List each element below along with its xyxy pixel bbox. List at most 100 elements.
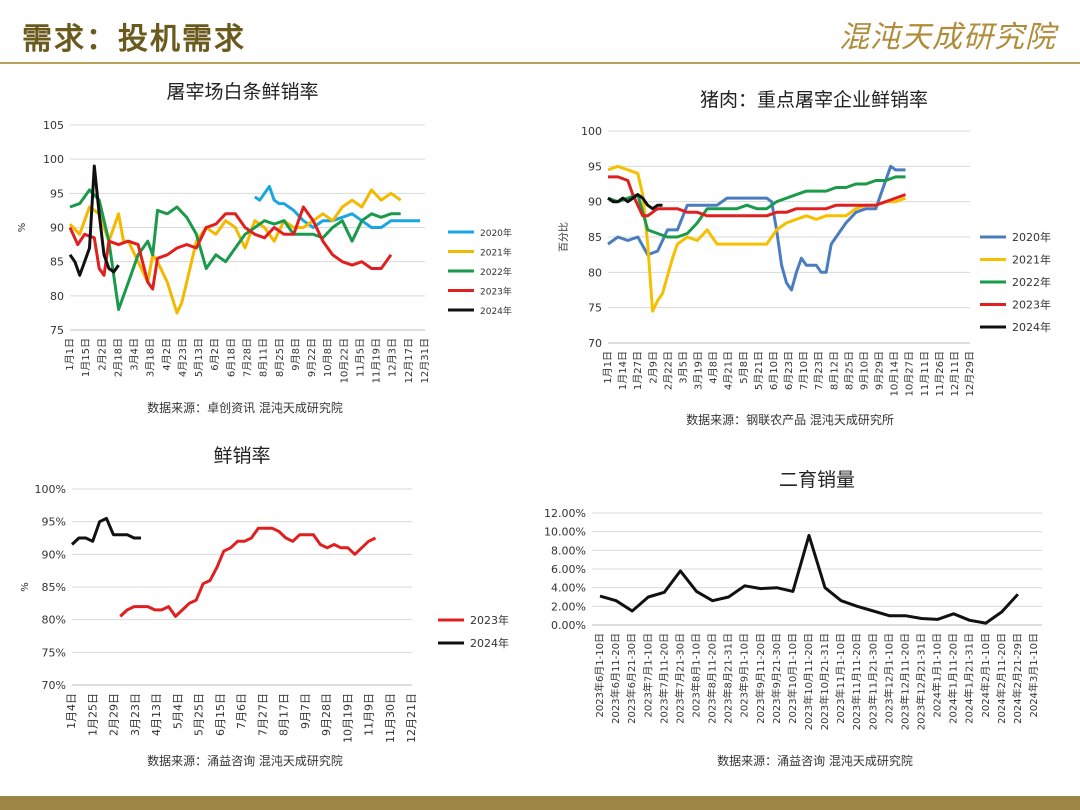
x-tick-label: 2023年6月11-20日 (609, 633, 622, 724)
x-tick-label: 12月11日 (949, 351, 961, 396)
x-tick-label: 10月22日 (338, 338, 350, 383)
series-line (119, 526, 377, 618)
x-tick-label: 2024年1月21-31日 (963, 633, 976, 724)
legend-label: 2020年 (1012, 230, 1051, 244)
x-tick-label: 11月26日 (934, 351, 946, 396)
page-title: 需求：投机需求 (22, 22, 246, 57)
chart-title: 二育销量 (779, 469, 855, 491)
x-tick-label: 2023年7月1-10日 (641, 633, 654, 718)
legend-label: 2021年 (480, 247, 512, 259)
x-tick-label: 4月23日 (177, 338, 189, 377)
x-tick-label: 6月15日 (214, 693, 227, 736)
x-tick-label: 2月2日 (96, 338, 108, 371)
x-tick-label: 2023年7月21-30日 (673, 633, 686, 724)
x-tick-label: 1月27日 (632, 351, 644, 390)
y-tick-label: 80 (50, 290, 64, 303)
x-tick-label: 2023年10月1-10日 (786, 633, 799, 724)
x-tick-label: 2023年6月1-10日 (593, 633, 606, 718)
x-tick-label: 4月8日 (708, 351, 720, 384)
x-tick-label: 7月6日 (235, 693, 248, 729)
x-tick-label: 3月4日 (129, 338, 141, 371)
x-tick-label: 2024年2月11-20日 (995, 633, 1008, 724)
x-tick-label: 8月12日 (828, 351, 840, 390)
x-tick-label: 1月25日 (86, 693, 99, 736)
x-tick-label: 2024年1月1-10日 (931, 633, 944, 718)
y-tick-label: 12.00% (544, 507, 586, 520)
x-tick-label: 2024年2月21-29日 (1011, 633, 1024, 724)
series-line (68, 205, 393, 291)
series-line (68, 188, 402, 315)
x-tick-label: 2023年11月1-10日 (834, 633, 847, 724)
y-tick-label: 0.00% (551, 619, 586, 632)
y-tick-label: 80 (588, 266, 602, 279)
legend-label: 2023年 (1012, 298, 1051, 312)
x-tick-label: 9月10日 (858, 351, 870, 390)
legend-label: 2023年 (470, 613, 509, 627)
chart-source: 数据来源：涌益咨询 混沌天成研究院 (717, 753, 913, 768)
x-tick-label: 2023年12月1-10日 (882, 633, 895, 724)
x-tick-label: 2023年9月21-30日 (770, 633, 783, 724)
x-tick-label: 2023年10月11-20日 (802, 633, 815, 730)
y-tick-label: 100 (43, 153, 64, 166)
x-tick-label: 7月28日 (242, 338, 254, 377)
x-tick-label: 11月9日 (363, 693, 376, 736)
x-tick-label: 2023年10月21-31日 (818, 633, 831, 730)
x-tick-label: 7月10日 (798, 351, 810, 390)
x-tick-label: 2023年9月1-10日 (738, 633, 751, 718)
header-divider (0, 62, 1080, 64)
y-tick-label: 75% (42, 646, 66, 659)
chart-secondary-fattening-sales: 二育销量 0.00% 2.00% 4.00% 6.00% 8.00% 10.00% 12.00… (544, 469, 1042, 768)
x-tick-label: 2023年12月21-31日 (914, 633, 927, 730)
x-tick-label: 11月5日 (354, 338, 366, 377)
footer-bar (0, 796, 1080, 810)
y-tick-label: 90 (50, 222, 64, 235)
series-line (608, 175, 906, 218)
y-axis-label: % (17, 223, 28, 233)
brand-logo: 混沌天成研究院 (839, 20, 1056, 55)
chart-source: 数据来源：钢联农产品 混沌天成研究所 (686, 412, 894, 427)
x-tick-label: 4月13日 (150, 693, 163, 736)
series-line (607, 164, 907, 313)
x-tick-label: 6月18日 (225, 338, 237, 377)
series-line (607, 193, 663, 211)
x-tick-label: 9月8日 (290, 338, 302, 371)
x-tick-label: 2024年2月1-10日 (979, 633, 992, 718)
series-line (607, 175, 906, 239)
x-tick-label: 4月21日 (723, 351, 735, 390)
chart-title: 屠宰场白条鲜销率 (166, 81, 318, 103)
y-tick-label: 75 (50, 324, 64, 337)
x-tick-label: 3月18日 (145, 338, 157, 377)
x-tick-label: 12月3日 (387, 338, 399, 377)
x-tick-label: 10月27日 (904, 351, 916, 396)
chart-title: 猪肉：重点屠宰企业鲜销率 (700, 89, 928, 111)
x-tick-label: 2023年8月1-10日 (689, 633, 702, 718)
x-tick-label: 5月4日 (171, 693, 184, 729)
x-tick-label: 2月18日 (112, 338, 124, 377)
chart-carcass-sales-rate: 屠宰场白条鲜销率 75 80 85 90 95 100 105% 1月1日 1月15日 2月2日 2月… (17, 81, 512, 415)
x-tick-label: 3月19日 (693, 351, 705, 390)
legend-label: 2020年 (480, 227, 512, 239)
x-tick-label: 8月25日 (843, 351, 855, 390)
series-line (253, 185, 421, 229)
chart-source: 数据来源：涌益咨询 混沌天成研究院 (147, 753, 343, 768)
legend-label: 2023年 (480, 286, 512, 298)
series-line (70, 516, 141, 546)
x-tick-label: 11月11日 (919, 351, 931, 396)
x-tick-label: 1月14日 (617, 351, 629, 390)
x-tick-label: 2023年8月21-31日 (722, 633, 735, 724)
x-tick-label: 2024年1月11-20日 (947, 633, 960, 724)
x-tick-label: 8月11日 (258, 338, 270, 377)
y-tick-label: 95 (50, 187, 64, 200)
y-tick-label: 90% (42, 548, 66, 561)
x-tick-label: 8月25日 (274, 338, 286, 377)
x-tick-label: 7月27日 (256, 693, 269, 736)
x-tick-label: 9月7日 (299, 693, 312, 729)
x-tick-label: 2023年11月21-30日 (866, 633, 879, 730)
x-tick-label: 1月1日 (602, 351, 614, 384)
x-tick-label: 1月15日 (80, 338, 92, 377)
x-tick-label: 9月28日 (320, 693, 333, 736)
x-tick-label: 2023年7月11-20日 (657, 633, 670, 724)
x-tick-label: 10月14日 (889, 351, 901, 396)
y-tick-label: 85 (588, 231, 602, 244)
